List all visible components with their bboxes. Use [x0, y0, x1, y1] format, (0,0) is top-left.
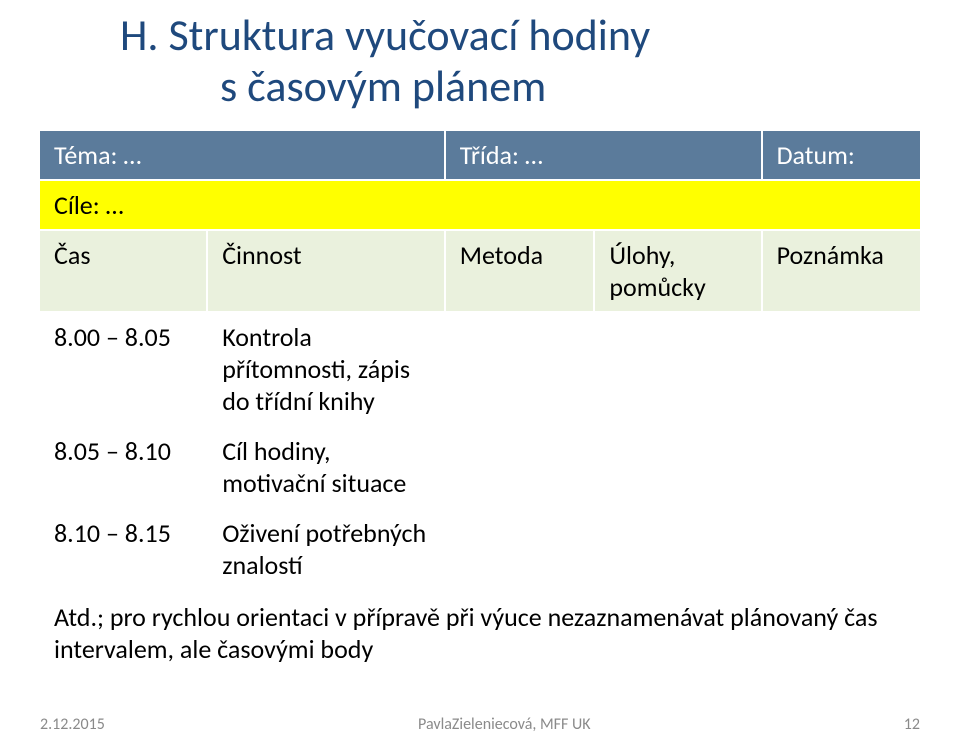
- footer-author: PavlaZieleniecová, MFF UK: [105, 715, 904, 734]
- title-line-1: H. Struktura vyučovací hodiny: [120, 10, 960, 61]
- hdr-trida: Třída: …: [445, 131, 762, 180]
- cell-note: Atd.; pro rychlou orientaci v přípravě p…: [40, 590, 920, 674]
- footer-date: 2.12.2015: [40, 715, 105, 734]
- table-row: 8.00 – 8.05 Kontrola přítomnosti, zápis …: [40, 312, 920, 426]
- table-row: 8.10 – 8.15 Oživení potřebných znalostí: [40, 508, 920, 590]
- row-columns: Čas Činnost Metoda Úlohy, pomůcky Poznám…: [40, 230, 920, 312]
- cell-pz: [762, 426, 920, 508]
- col-pozn: Poznámka: [762, 230, 920, 312]
- cell-met: [445, 426, 595, 508]
- row-cile: Cíle: …: [40, 180, 920, 230]
- cell-act: Cíl hodiny, motivační situace: [207, 426, 445, 508]
- cell-cile: Cíle: …: [40, 180, 920, 230]
- cell-time: 8.10 – 8.15: [40, 508, 207, 590]
- cell-ul: [594, 508, 761, 590]
- title-block: H. Struktura vyučovací hodiny s časovým …: [0, 0, 960, 131]
- cell-ul: [594, 426, 761, 508]
- col-cinnost: Činnost: [207, 230, 445, 312]
- cell-met: [445, 508, 595, 590]
- cell-pz: [762, 508, 920, 590]
- lesson-table: Téma: … Třída: … Datum: Cíle: … Čas Činn…: [40, 131, 920, 675]
- slide: H. Struktura vyučovací hodiny s časovým …: [0, 0, 960, 675]
- row-note: Atd.; pro rychlou orientaci v přípravě p…: [40, 590, 920, 674]
- cell-met: [445, 312, 595, 426]
- row-header: Téma: … Třída: … Datum:: [40, 131, 920, 180]
- col-ulohy: Úlohy, pomůcky: [594, 230, 761, 312]
- cell-act: Oživení potřebných znalostí: [207, 508, 445, 590]
- col-metoda: Metoda: [445, 230, 595, 312]
- cell-time: 8.00 – 8.05: [40, 312, 207, 426]
- table-row: 8.05 – 8.10 Cíl hodiny, motivační situac…: [40, 426, 920, 508]
- footer: 2.12.2015 PavlaZieleniecová, MFF UK 12: [0, 715, 960, 734]
- cell-pz: [762, 312, 920, 426]
- cell-time: 8.05 – 8.10: [40, 426, 207, 508]
- table-wrap: Téma: … Třída: … Datum: Cíle: … Čas Činn…: [0, 131, 960, 675]
- col-cas: Čas: [40, 230, 207, 312]
- hdr-tema: Téma: …: [40, 131, 445, 180]
- hdr-datum: Datum:: [762, 131, 920, 180]
- title-line-2: s časovým plánem: [120, 61, 960, 112]
- cell-act: Kontrola přítomnosti, zápis do třídní kn…: [207, 312, 445, 426]
- cell-ul: [594, 312, 761, 426]
- footer-page: 12: [904, 715, 920, 734]
